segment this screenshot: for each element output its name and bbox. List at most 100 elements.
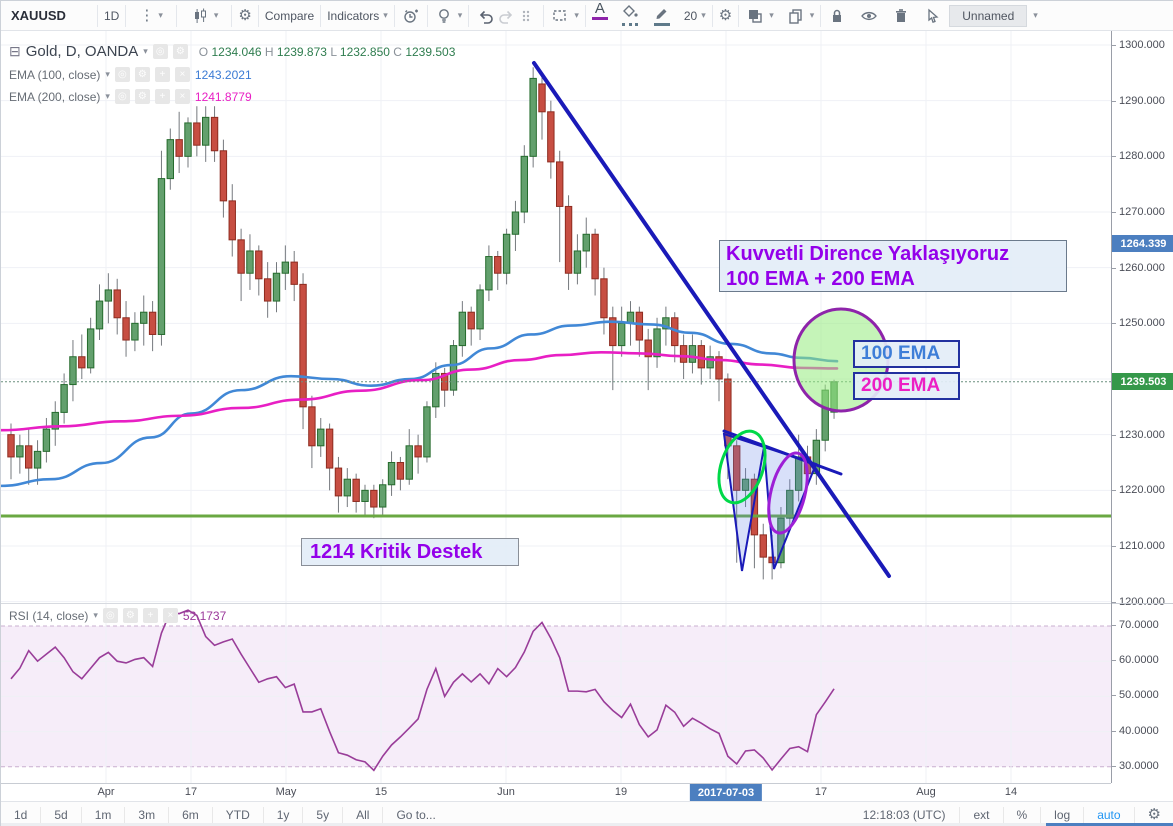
chart-properties-button[interactable]: ⚙: [232, 2, 257, 30]
tick-mark: [1112, 490, 1116, 492]
cursor-tool-button[interactable]: [917, 2, 949, 30]
add-icon[interactable]: +: [154, 67, 170, 82]
range-button-6m[interactable]: 6m: [169, 806, 213, 823]
range-button-all[interactable]: All: [343, 806, 384, 823]
range-button-1y[interactable]: 1y: [264, 806, 304, 823]
candle-body: [449, 345, 458, 391]
drawing-properties-button[interactable]: ⚙: [713, 2, 738, 30]
lock-drawings-button[interactable]: [821, 2, 853, 30]
separator: [584, 4, 586, 27]
percent-scale-toggle[interactable]: %: [1004, 806, 1042, 823]
eye-icon[interactable]: ◎: [152, 44, 168, 59]
support-tag[interactable]: 1214 Kritik Destek: [301, 538, 519, 566]
indicator-label[interactable]: EMA (100, close): [9, 67, 101, 82]
close-icon[interactable]: ×: [174, 89, 190, 104]
hide-drawings-button[interactable]: [853, 2, 885, 30]
range-button-ytd[interactable]: YTD: [213, 806, 264, 823]
undo-icon[interactable]: [476, 6, 496, 26]
chevron-down-icon[interactable]: ▾: [105, 69, 110, 79]
close-icon[interactable]: ×: [162, 608, 178, 623]
line-color-button[interactable]: [646, 2, 678, 30]
candle-body: [16, 445, 24, 458]
interval-button[interactable]: 1D: [104, 8, 120, 23]
time-tick-label: 17: [184, 786, 198, 798]
candle-body: [458, 311, 467, 347]
main-chart-canvas[interactable]: [0, 31, 1111, 603]
range-button-5y[interactable]: 5y: [303, 806, 344, 823]
chevron-down-icon[interactable]: ▾: [93, 610, 98, 620]
remove-drawings-button[interactable]: [885, 2, 917, 30]
ema100-tag[interactable]: 100 EMA: [853, 340, 960, 368]
gear-icon[interactable]: ⚙: [122, 608, 138, 623]
add-alert-button[interactable]: [395, 2, 427, 30]
drag-handle-icon[interactable]: [516, 6, 536, 26]
price-axis[interactable]: 1300.000 1290.000 1280.000 1270.000 1260.000…: [1111, 31, 1173, 783]
goto-date-button[interactable]: Go to...: [396, 807, 436, 822]
series-title[interactable]: Gold, D, OANDA: [25, 43, 139, 60]
add-icon[interactable]: +: [142, 608, 158, 623]
main-price-pane: ⊟ Gold, D, OANDA ▾ ◎ ⚙ O 1234.046 H 1239…: [0, 31, 1111, 603]
chart-style-button[interactable]: ▾: [184, 2, 225, 30]
candle-body: [104, 289, 113, 302]
chevron-down-icon: ▾: [809, 10, 815, 20]
gear-icon[interactable]: ⚙: [134, 89, 150, 104]
ideas-button[interactable]: ▾: [428, 2, 469, 30]
chevron-down-icon[interactable]: ▾: [105, 91, 110, 101]
layout-menu-button[interactable]: ▾: [1027, 2, 1044, 30]
selection-tool-button[interactable]: ▾: [544, 2, 585, 30]
symbol-search-button[interactable]: XAUUSD: [11, 8, 66, 23]
font-size-button[interactable]: 20 ▾: [683, 8, 706, 23]
separator: [257, 4, 259, 27]
candle-body: [140, 311, 148, 324]
candle-body: [644, 339, 652, 358]
candle-body: [352, 478, 360, 502]
layers-button[interactable]: ▾: [739, 2, 780, 30]
clock-label[interactable]: 12:18:03 (UTC): [849, 806, 961, 823]
tick-mark: [1112, 601, 1116, 603]
ohlc-values: O 1234.046 H 1239.873 L 1232.850 C 1239.…: [198, 44, 456, 59]
range-button-1m[interactable]: 1m: [82, 806, 126, 823]
candle-body: [166, 139, 175, 180]
range-button-1d[interactable]: 1d: [1, 806, 42, 823]
range-button-5d[interactable]: 5d: [41, 806, 82, 823]
extended-hours-toggle[interactable]: ext: [960, 806, 1004, 823]
separator: [125, 4, 127, 27]
range-button-3m[interactable]: 3m: [125, 806, 170, 823]
add-icon[interactable]: +: [154, 89, 170, 104]
eye-icon[interactable]: ◎: [114, 89, 130, 104]
indicator-label[interactable]: EMA (200, close): [9, 89, 101, 104]
compare-button[interactable]: Compare: [264, 8, 315, 23]
candle-body: [706, 356, 714, 369]
eye-icon[interactable]: ◎: [114, 67, 130, 82]
clone-button[interactable]: ▾: [780, 2, 821, 30]
redo-icon[interactable]: [496, 6, 516, 26]
candle-body: [246, 250, 254, 274]
tick-mark: [1112, 546, 1116, 547]
candle-body: [193, 122, 201, 146]
layout-name-button[interactable]: Unnamed: [949, 4, 1028, 27]
chevron-down-icon[interactable]: ▾: [143, 46, 148, 56]
axis-settings-button[interactable]: ⚙: [1135, 807, 1173, 823]
fill-color-button[interactable]: [614, 2, 646, 30]
gear-icon[interactable]: ⚙: [134, 67, 150, 82]
candle-body: [529, 77, 537, 157]
eye-icon[interactable]: ◎: [102, 608, 118, 623]
chevron-down-icon: ▾: [383, 10, 388, 20]
gear-icon[interactable]: ⚙: [172, 44, 188, 59]
resistance-note[interactable]: Kuvvetli Dirence Yaklaşıyoruz 100 EMA + …: [719, 240, 1067, 292]
close-icon[interactable]: ×: [174, 67, 190, 82]
auto-scale-toggle[interactable]: auto: [1084, 806, 1135, 823]
pane-separator[interactable]: [1112, 603, 1173, 604]
text-color-button[interactable]: A: [586, 1, 614, 30]
ema200-tag[interactable]: 200 EMA: [853, 372, 960, 400]
separator: [175, 4, 177, 27]
interval-menu-button[interactable]: ⋮ ▾: [139, 7, 163, 24]
eye-icon: [859, 6, 879, 26]
collapse-pane-icon[interactable]: ⊟: [9, 43, 21, 59]
candle-body: [148, 311, 157, 335]
indicators-button[interactable]: Indicators ▾: [327, 8, 388, 23]
time-axis[interactable]: Apr 17 May 15 Jun 19 2017-07-03 17 Aug 14: [1, 783, 1111, 802]
rsi-chart-canvas[interactable]: [1, 604, 1111, 784]
indicator-label[interactable]: RSI (14, close): [9, 608, 89, 623]
log-scale-toggle[interactable]: log: [1041, 806, 1085, 823]
